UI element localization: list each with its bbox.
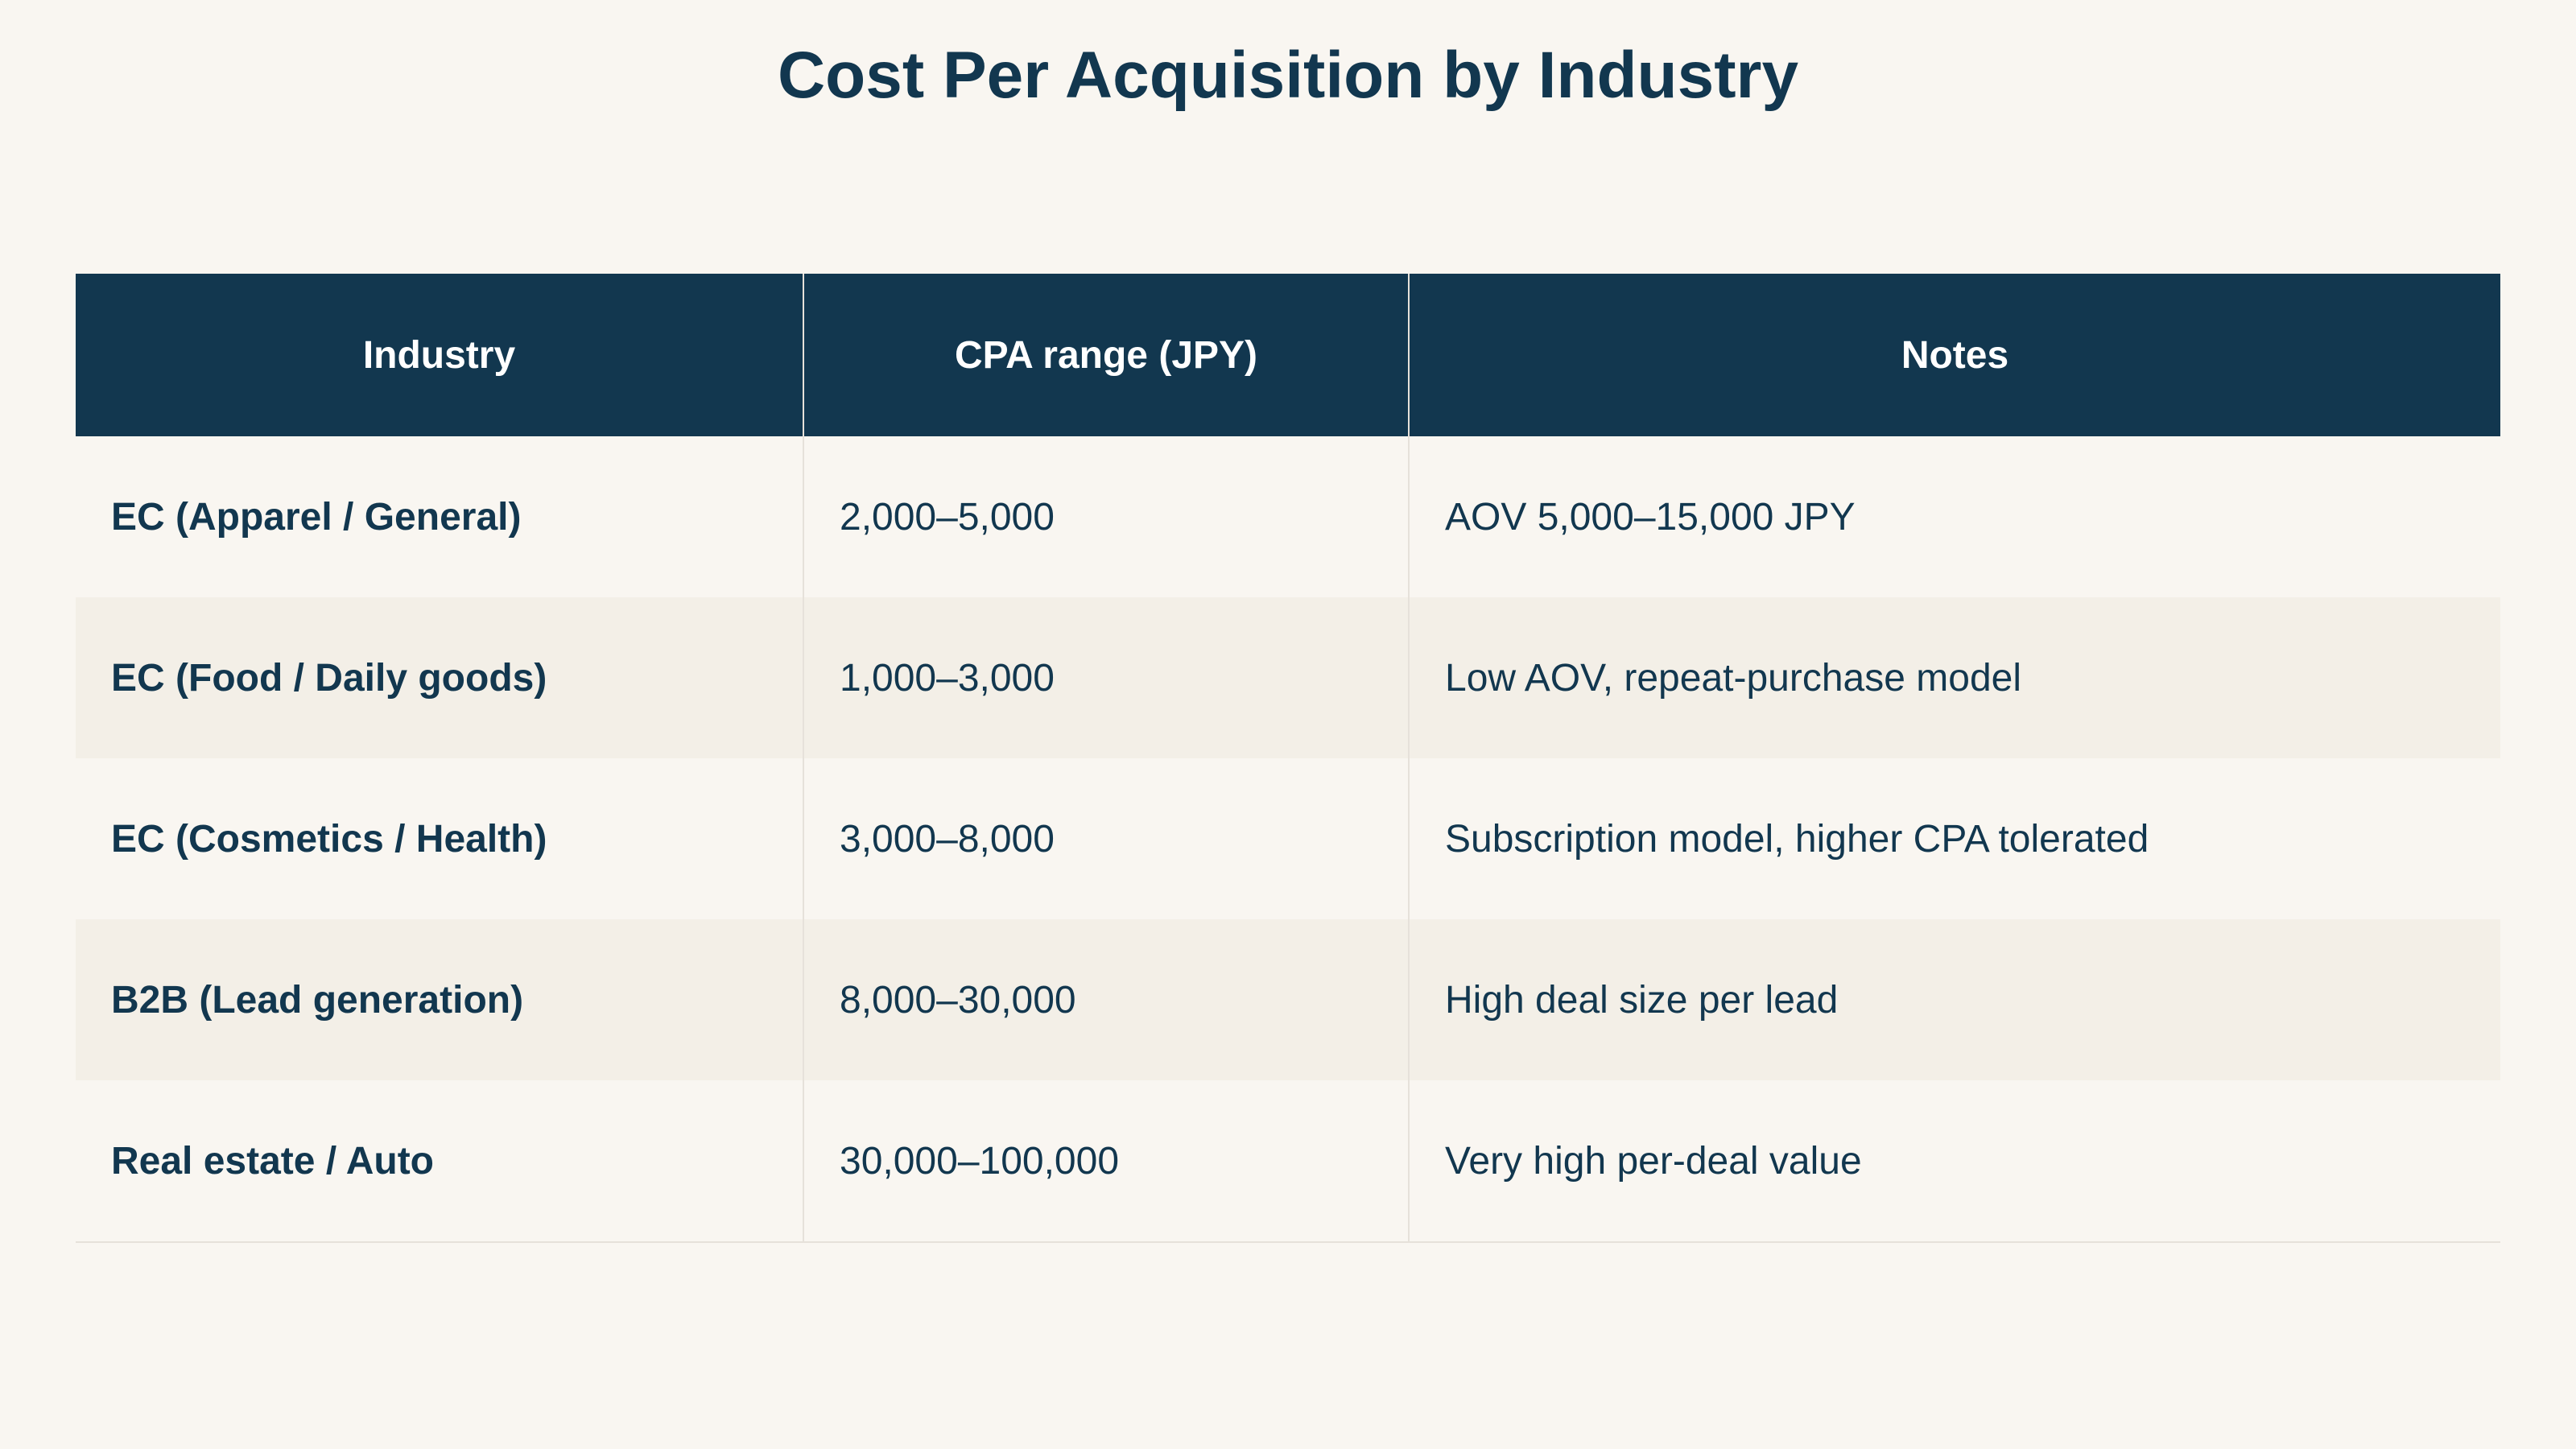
cell-industry: Real estate / Auto bbox=[76, 1080, 803, 1243]
table-row: B2B (Lead generation) 8,000–30,000 High … bbox=[76, 919, 2500, 1080]
cell-cpa-range: 2,000–5,000 bbox=[803, 436, 1409, 597]
cell-notes: Very high per-deal value bbox=[1408, 1080, 2500, 1243]
cell-cpa-range: 8,000–30,000 bbox=[803, 919, 1409, 1080]
chart-title: Cost Per Acquisition by Industry bbox=[777, 39, 1799, 112]
cpa-table: Industry CPA range (JPY) Notes EC (Appar… bbox=[76, 274, 2500, 1243]
cell-cpa-range: 3,000–8,000 bbox=[803, 758, 1409, 919]
table-row: EC (Food / Daily goods) 1,000–3,000 Low … bbox=[76, 597, 2500, 758]
cell-notes: Subscription model, higher CPA tolerated bbox=[1408, 758, 2500, 919]
cell-cpa-range: 30,000–100,000 bbox=[803, 1080, 1409, 1243]
cell-notes: AOV 5,000–15,000 JPY bbox=[1408, 436, 2500, 597]
table-row: EC (Apparel / General) 2,000–5,000 AOV 5… bbox=[76, 436, 2500, 597]
table-header-row: Industry CPA range (JPY) Notes bbox=[76, 274, 2500, 436]
cell-industry: EC (Apparel / General) bbox=[76, 436, 803, 597]
header-notes: Notes bbox=[1408, 274, 2500, 436]
header-industry: Industry bbox=[76, 274, 803, 436]
table-row: EC (Cosmetics / Health) 3,000–8,000 Subs… bbox=[76, 758, 2500, 919]
header-cpa-range: CPA range (JPY) bbox=[803, 274, 1409, 436]
cell-notes: High deal size per lead bbox=[1408, 919, 2500, 1080]
cell-notes: Low AOV, repeat-purchase model bbox=[1408, 597, 2500, 758]
cell-industry: EC (Food / Daily goods) bbox=[76, 597, 803, 758]
cpa-table-container: Industry CPA range (JPY) Notes EC (Appar… bbox=[76, 274, 2500, 1243]
cell-cpa-range: 1,000–3,000 bbox=[803, 597, 1409, 758]
cell-industry: EC (Cosmetics / Health) bbox=[76, 758, 803, 919]
cell-industry: B2B (Lead generation) bbox=[76, 919, 803, 1080]
table-row: Real estate / Auto 30,000–100,000 Very h… bbox=[76, 1080, 2500, 1243]
